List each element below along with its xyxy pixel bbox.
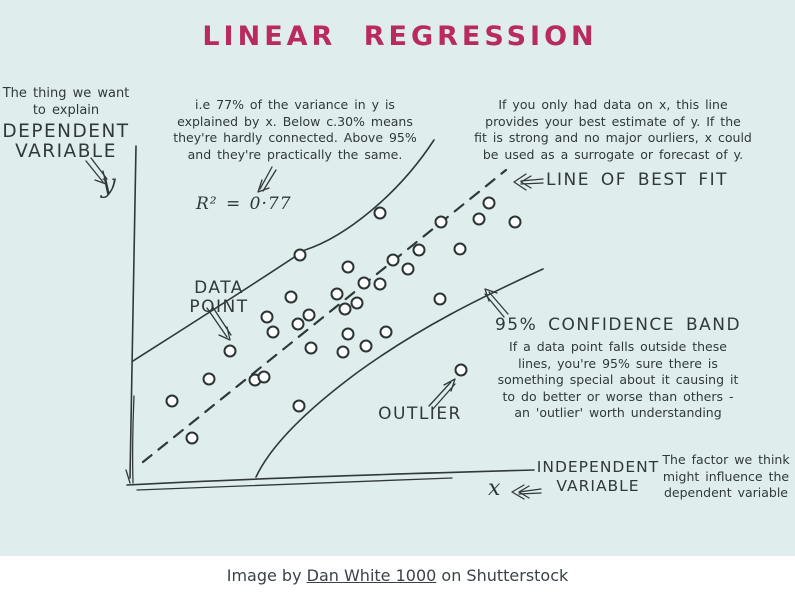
text-line: The thing we want	[2, 86, 130, 101]
text-line: might influence the	[662, 468, 790, 484]
data-point-marker	[336, 345, 350, 359]
data-point-marker	[257, 370, 271, 384]
confidence-band-note: If a data point falls outside these line…	[498, 339, 739, 422]
data-point-marker	[373, 206, 387, 220]
independent-note: The factor we think might influence the …	[662, 452, 789, 502]
text-line: VARIABLE	[15, 141, 117, 162]
data-point-marker	[401, 262, 415, 276]
data-point-marker	[266, 325, 280, 339]
independent-label: INDEPENDENT VARIABLE	[537, 458, 659, 496]
text-line: If a data point falls outside these	[509, 339, 727, 354]
data-point-label: DATA POINT	[189, 279, 248, 316]
confidence-band-heading: 95% CONFIDENCE BAND	[494, 315, 742, 335]
data-point-marker	[359, 339, 373, 353]
text-line: DATA	[194, 278, 244, 298]
text-line: dependent variable	[663, 485, 789, 500]
data-point-arrow	[206, 305, 232, 341]
text-line: explained by x. Below c.30% means	[177, 113, 413, 129]
x-axis-letter: x	[488, 476, 501, 501]
data-point-marker	[338, 302, 352, 316]
line-of-best-fit	[141, 168, 508, 464]
text-line: lines, you're 95% sure there is	[518, 355, 718, 371]
text-line: an 'outlier' worth understanding	[514, 405, 722, 420]
outlier-arrow	[428, 378, 456, 410]
dependent-note: The thing we want to explain	[3, 86, 130, 119]
text-line: provides your best estimate of y. If the	[485, 113, 741, 129]
scatter-points	[165, 196, 522, 445]
data-point-marker	[386, 253, 400, 267]
data-point-marker	[508, 215, 522, 229]
dependent-label: DEPENDENT VARIABLE	[2, 122, 129, 162]
best-fit-label: LINE OF BEST FIT	[546, 170, 729, 190]
data-point-marker	[379, 325, 393, 339]
data-point-marker	[260, 310, 274, 324]
text-line: INDEPENDENT	[536, 458, 660, 476]
text-line: If you only had data on x, this line	[498, 97, 728, 112]
data-point-marker	[482, 196, 496, 210]
upper-confidence-band-curve	[132, 139, 435, 362]
outlier-label: OUTLIER	[378, 404, 462, 424]
data-point-marker	[330, 287, 344, 301]
data-point-marker	[223, 344, 237, 358]
lower-confidence-band-curve	[255, 268, 544, 478]
y-axis	[125, 145, 137, 484]
best-fit-note: If you only had data on x, this line pro…	[474, 97, 752, 163]
figure-svg	[85, 139, 544, 500]
text-line: they're hardly connected. Above 95%	[173, 130, 417, 145]
text-line: to do better or worse than others -	[502, 388, 734, 404]
page-title: LINEAR REGRESSION	[202, 21, 598, 52]
variance-note: i.e 77% of the variance in y is explaine…	[173, 97, 417, 163]
text-line: POINT	[189, 296, 249, 317]
data-point-marker	[453, 242, 467, 256]
data-point-marker	[284, 290, 298, 304]
data-point-marker	[434, 215, 448, 229]
data-point-marker	[292, 399, 306, 413]
text-line: and they're practically the same.	[187, 146, 403, 162]
data-point-marker	[185, 431, 199, 445]
x-axis	[126, 469, 535, 491]
confidence-band-arrow	[484, 288, 509, 318]
data-point-marker	[357, 276, 371, 290]
image-attribution: Image by Dan White 1000 on Shutterstock	[0, 556, 795, 594]
data-point-marker	[293, 248, 307, 262]
author-link[interactable]: Dan White 1000	[306, 565, 437, 585]
data-point-marker	[350, 296, 364, 310]
text-line: VARIABLE	[556, 477, 640, 495]
figure-image: LINEAR REGRESSION The thing we want to e…	[0, 0, 795, 556]
data-point-marker	[472, 212, 486, 226]
r-squared-arrow	[257, 166, 277, 193]
y-axis-letter: y	[101, 169, 116, 199]
text-line: something special about it causing it	[497, 372, 739, 387]
data-point-marker	[165, 394, 179, 408]
caption-suffix: on Shutterstock	[436, 565, 569, 585]
caption-prefix: Image by	[226, 565, 307, 585]
text-line: The factor we think	[662, 452, 790, 467]
caption-text: Image by Dan White 1000 on Shutterstock	[227, 566, 569, 585]
data-point-marker	[341, 260, 355, 274]
r-squared-label: R² = 0·77	[196, 194, 292, 214]
line-of-best-fit-arrow	[513, 173, 544, 191]
data-point-marker	[373, 277, 387, 291]
data-point-marker	[412, 243, 426, 257]
data-point-marker	[341, 327, 355, 341]
dependent-variable-arrow	[85, 157, 108, 185]
text-line: i.e 77% of the variance in y is	[195, 97, 395, 112]
text-line: fit is strong and no major ourliers, x c…	[474, 130, 752, 145]
outlier-marker	[454, 363, 468, 377]
independent-variable-arrow	[511, 484, 542, 500]
data-point-marker	[433, 292, 447, 306]
data-point-marker	[202, 372, 216, 386]
data-point-marker	[304, 341, 318, 355]
data-point-marker	[291, 317, 305, 331]
text-line: to explain	[32, 102, 100, 118]
text-line: be used as a surrogate or forecast of y.	[482, 146, 744, 162]
data-point-marker	[302, 308, 316, 322]
text-line: DEPENDENT	[2, 121, 130, 142]
